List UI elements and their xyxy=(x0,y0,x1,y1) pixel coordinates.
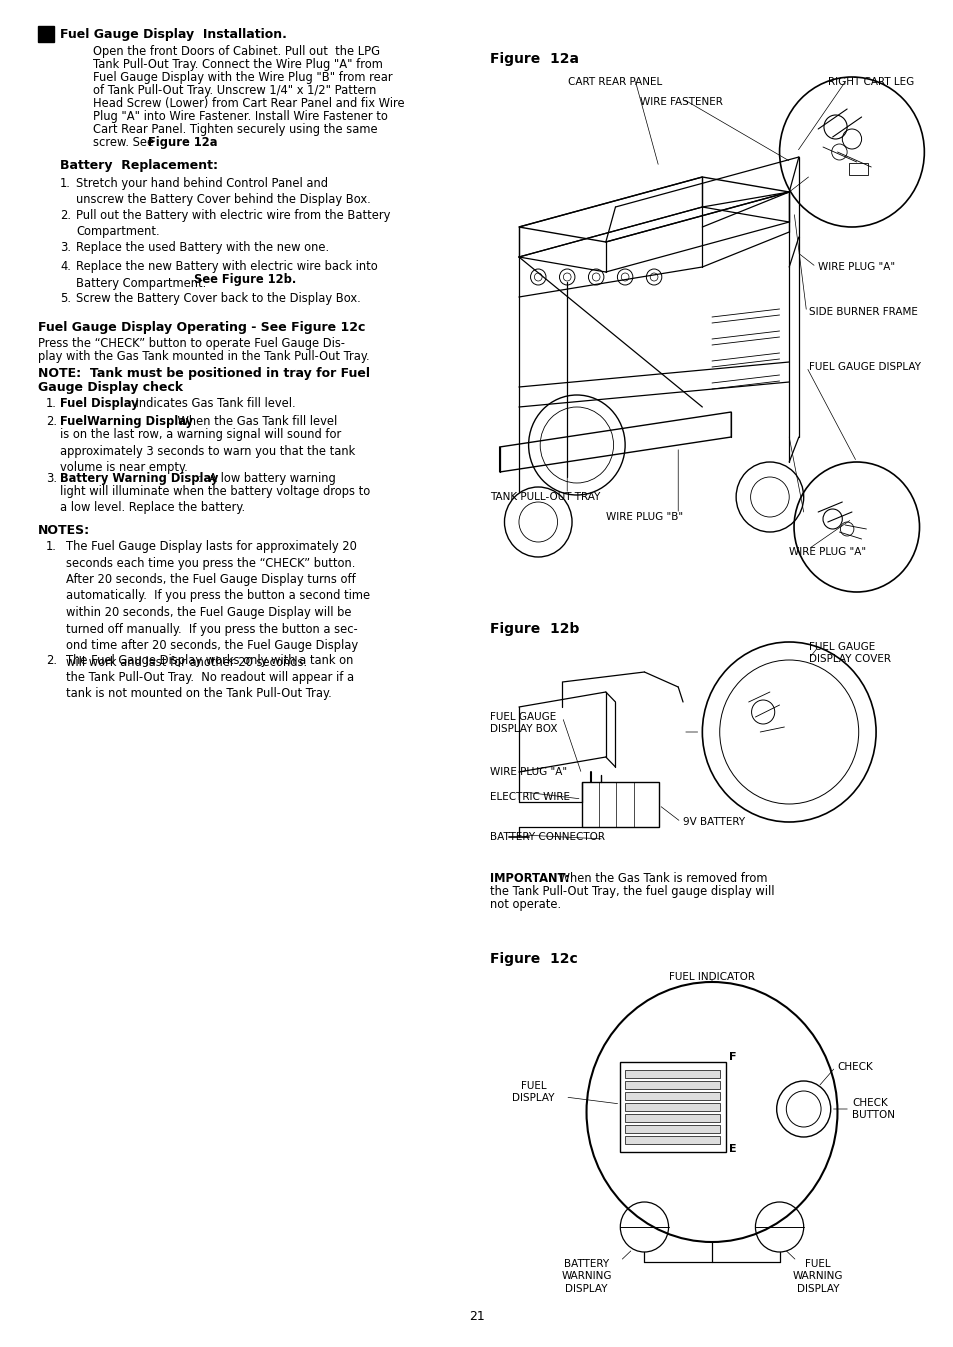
Text: 1.: 1. xyxy=(46,397,57,409)
Bar xyxy=(624,1070,719,1078)
Text: 1.: 1. xyxy=(60,176,71,190)
Text: FUEL GAUGE
DISPLAY COVER: FUEL GAUGE DISPLAY COVER xyxy=(808,643,889,664)
Text: 9: 9 xyxy=(42,30,50,39)
Text: WIRE PLUG "B": WIRE PLUG "B" xyxy=(605,512,682,523)
Text: FUEL INDICATOR: FUEL INDICATOR xyxy=(668,973,754,982)
Text: :  A low battery warning: : A low battery warning xyxy=(198,471,335,485)
Text: Replace the new Battery with electric wire back into
Battery Compartment.: Replace the new Battery with electric wi… xyxy=(76,260,377,290)
Text: the Tank Pull-Out Tray, the fuel gauge display will: the Tank Pull-Out Tray, the fuel gauge d… xyxy=(490,885,774,898)
Bar xyxy=(581,783,659,827)
Text: The Fuel Gauge Display lasts for approximately 20
seconds each time you press th: The Fuel Gauge Display lasts for approxi… xyxy=(66,540,370,668)
Text: screw. See: screw. See xyxy=(92,136,157,150)
Text: Open the front Doors of Cabinet. Pull out  the LPG: Open the front Doors of Cabinet. Pull ou… xyxy=(92,44,379,58)
Text: When the Gas Tank is removed from: When the Gas Tank is removed from xyxy=(555,872,767,885)
Bar xyxy=(624,1125,719,1133)
Text: Battery  Replacement:: Battery Replacement: xyxy=(60,159,218,172)
Text: CHECK
BUTTON: CHECK BUTTON xyxy=(851,1098,894,1121)
Text: 2.: 2. xyxy=(46,415,57,428)
Text: WIRE PLUG "A": WIRE PLUG "A" xyxy=(490,766,566,777)
Text: Gauge Display check: Gauge Display check xyxy=(38,381,183,395)
Bar xyxy=(38,26,54,42)
Text: Fuel Gauge Display Operating - See Figure 12c: Fuel Gauge Display Operating - See Figur… xyxy=(38,321,365,334)
Text: play with the Gas Tank mounted in the Tank Pull-Out Tray.: play with the Gas Tank mounted in the Ta… xyxy=(38,350,369,362)
Text: Figure 12a: Figure 12a xyxy=(148,136,217,150)
Text: Fuel Display: Fuel Display xyxy=(60,397,138,409)
Bar xyxy=(848,163,867,175)
Text: Head Screw (Lower) from Cart Rear Panel and fix Wire: Head Screw (Lower) from Cart Rear Panel … xyxy=(92,97,404,110)
Text: The Fuel Gauge Display works only with a tank on
the Tank Pull-Out Tray.  No rea: The Fuel Gauge Display works only with a… xyxy=(66,655,354,700)
Text: F: F xyxy=(729,1052,737,1061)
Text: FUEL
WARNING
DISPLAY: FUEL WARNING DISPLAY xyxy=(792,1259,842,1294)
Text: Stretch your hand behind Control Panel and
unscrew the Battery Cover behind the : Stretch your hand behind Control Panel a… xyxy=(76,176,371,206)
Text: IMPORTANT:: IMPORTANT: xyxy=(490,872,569,885)
Text: NOTES:: NOTES: xyxy=(38,524,90,537)
Text: Cart Rear Panel. Tighten securely using the same: Cart Rear Panel. Tighten securely using … xyxy=(92,123,377,136)
Text: 3.: 3. xyxy=(60,241,71,255)
Text: CART REAR PANEL: CART REAR PANEL xyxy=(568,77,662,88)
Text: 21: 21 xyxy=(469,1311,484,1324)
Bar xyxy=(624,1136,719,1144)
Text: Figure  12b: Figure 12b xyxy=(490,622,578,636)
Text: E: E xyxy=(729,1144,737,1154)
Text: FuelWarning Display: FuelWarning Display xyxy=(60,415,193,428)
Text: Fuel Gauge Display with the Wire Plug "B" from rear: Fuel Gauge Display with the Wire Plug "B… xyxy=(92,71,393,84)
Text: BATTERY
WARNING
DISPLAY: BATTERY WARNING DISPLAY xyxy=(560,1259,611,1294)
Text: SIDE BURNER FRAME: SIDE BURNER FRAME xyxy=(808,307,917,317)
Text: Figure  12c: Figure 12c xyxy=(490,952,578,966)
Text: 2.: 2. xyxy=(46,655,57,667)
Text: ELECTRIC WIRE: ELECTRIC WIRE xyxy=(490,792,569,801)
Text: Battery Warning Display: Battery Warning Display xyxy=(60,471,218,485)
Text: of Tank Pull-Out Tray. Unscrew 1/4" x 1/2" Pattern: of Tank Pull-Out Tray. Unscrew 1/4" x 1/… xyxy=(92,84,376,97)
Text: Figure  12a: Figure 12a xyxy=(490,53,578,66)
Text: WIRE PLUG "A": WIRE PLUG "A" xyxy=(818,263,894,272)
Text: WIRE FASTENER: WIRE FASTENER xyxy=(639,97,721,106)
Bar xyxy=(619,1061,726,1152)
Text: Replace the used Battery with the new one.: Replace the used Battery with the new on… xyxy=(76,241,329,255)
Text: Fuel Gauge Display  Installation.: Fuel Gauge Display Installation. xyxy=(60,28,287,40)
Text: Tank Pull-Out Tray. Connect the Wire Plug "A" from: Tank Pull-Out Tray. Connect the Wire Plu… xyxy=(92,58,382,71)
Text: Plug "A" into Wire Fastener. Install Wire Fastener to: Plug "A" into Wire Fastener. Install Wir… xyxy=(92,110,388,123)
Text: Pull out the Battery with electric wire from the Battery
Compartment.: Pull out the Battery with electric wire … xyxy=(76,209,390,238)
Bar xyxy=(624,1103,719,1111)
Text: 9V BATTERY: 9V BATTERY xyxy=(682,818,744,827)
Text: BATTERY CONNECTOR: BATTERY CONNECTOR xyxy=(490,832,604,842)
Text: Screw the Battery Cover back to the Display Box.: Screw the Battery Cover back to the Disp… xyxy=(76,292,360,304)
Bar xyxy=(624,1082,719,1088)
Text: 3.: 3. xyxy=(46,471,57,485)
Bar xyxy=(624,1092,719,1100)
Text: FUEL
DISPLAY: FUEL DISPLAY xyxy=(512,1080,554,1103)
Text: not operate.: not operate. xyxy=(490,898,560,911)
Text: FUEL GAUGE
DISPLAY BOX: FUEL GAUGE DISPLAY BOX xyxy=(490,713,557,734)
Text: 2.: 2. xyxy=(60,209,71,222)
Bar xyxy=(624,1114,719,1122)
Text: RIGHT CART LEG: RIGHT CART LEG xyxy=(827,77,913,88)
Text: CHECK: CHECK xyxy=(837,1061,872,1072)
Text: 4.: 4. xyxy=(60,260,71,273)
Text: NOTE:  Tank must be positioned in tray for Fuel: NOTE: Tank must be positioned in tray fo… xyxy=(38,366,370,380)
Text: FUEL GAUGE DISPLAY: FUEL GAUGE DISPLAY xyxy=(808,362,920,372)
Text: TANK PULL-OUT TRAY: TANK PULL-OUT TRAY xyxy=(490,492,599,502)
Text: Press the “CHECK” button to operate Fuel Gauge Dis-: Press the “CHECK” button to operate Fuel… xyxy=(38,337,345,350)
Text: : When the Gas Tank fill level: : When the Gas Tank fill level xyxy=(170,415,337,428)
Text: light will illuminate when the battery voltage drops to
a low level. Replace the: light will illuminate when the battery v… xyxy=(60,485,370,515)
Text: is on the last row, a warning signal will sound for
approximately 3 seconds to w: is on the last row, a warning signal wil… xyxy=(60,428,355,474)
Text: WIRE PLUG "A": WIRE PLUG "A" xyxy=(788,547,865,558)
Text: 5.: 5. xyxy=(60,292,71,304)
Text: 1.: 1. xyxy=(46,540,57,554)
Text: : Indicates Gas Tank fill level.: : Indicates Gas Tank fill level. xyxy=(128,397,295,409)
Text: See Figure 12b.: See Figure 12b. xyxy=(193,273,296,286)
